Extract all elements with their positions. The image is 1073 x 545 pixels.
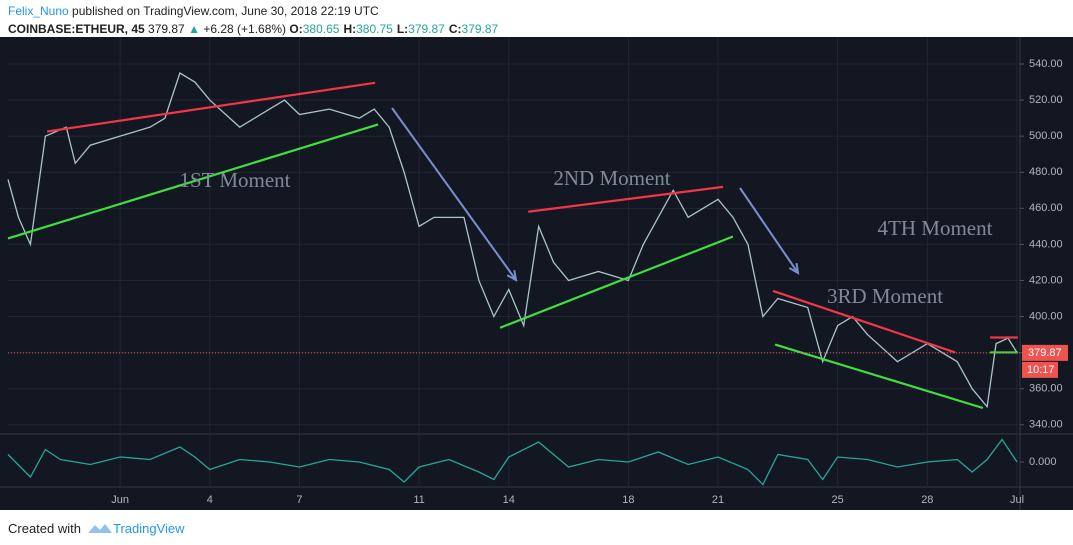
ohlc-label: C: <box>448 22 462 36</box>
symbol: COINBASE:ETHEUR, 45 <box>8 22 145 36</box>
annotation: 3RD Moment <box>827 284 943 308</box>
y-tick-label: 480.00 <box>1029 166 1063 178</box>
x-tick-label: 7 <box>296 494 302 506</box>
x-tick-label: Jun <box>111 494 129 506</box>
trendline <box>774 343 984 410</box>
ohlc-label: H: <box>343 22 357 36</box>
x-tick-label: Jul <box>1010 494 1024 506</box>
trendline <box>528 185 724 213</box>
last: 379.87 <box>148 22 185 36</box>
logo <box>87 524 112 533</box>
created: Created with <box>8 521 81 536</box>
ohlc-value: 380.75 <box>356 22 393 36</box>
x-tick-label: 14 <box>503 494 515 506</box>
y-tick-label: 360.00 <box>1029 383 1063 395</box>
y-tick-label: 440.00 <box>1029 238 1063 250</box>
published: published on TradingView.com, June 30, 2… <box>72 4 379 18</box>
arrow <box>739 187 799 274</box>
publish-line: Felix_Nuno published on TradingView.com,… <box>8 2 502 20</box>
x-tick-label: 4 <box>207 494 213 506</box>
ohlc-value: 379.87 <box>461 22 499 36</box>
ohlc-label: L: <box>396 22 409 36</box>
arrow: ▲ <box>188 22 200 36</box>
countdown-box <box>1022 361 1058 378</box>
header: Felix_Nuno published on TradingView.com,… <box>8 2 502 38</box>
x-tick-label: 25 <box>832 494 844 506</box>
arrow-head <box>506 269 518 282</box>
trendline <box>772 289 956 354</box>
price-line <box>7 72 1018 409</box>
x-tick-label: 18 <box>622 494 634 506</box>
footer: Created with TradingView <box>8 519 185 536</box>
author[interactable]: Felix_Nuno <box>8 4 69 18</box>
x-tick-label: 21 <box>712 494 724 506</box>
ohlc: O:380.65 H:380.75 L:379.87 C:379.87 <box>289 22 502 36</box>
y-tick-label: 460.00 <box>1029 202 1063 214</box>
y-tick-label: 340.00 <box>1029 419 1063 431</box>
brand[interactable]: TradingView <box>112 521 185 536</box>
background <box>0 37 1073 510</box>
x-tick-label: 28 <box>921 494 933 506</box>
price-line <box>7 438 1018 486</box>
arrow <box>391 107 517 281</box>
arrow-head <box>788 262 800 275</box>
trendline <box>499 235 734 329</box>
y-tick-label: 500.00 <box>1029 130 1063 142</box>
trendline <box>47 81 376 133</box>
y-tick-label: 540.00 <box>1029 58 1063 70</box>
annotation: 2ND Moment <box>553 166 670 190</box>
last-price-label: 379.87 <box>1028 347 1062 359</box>
annotation: 4TH Moment <box>878 216 993 240</box>
last-price-box <box>1022 344 1068 361</box>
y-tick-label: 520.00 <box>1029 94 1063 106</box>
ohlc-value: 379.87 <box>408 22 445 36</box>
chart: 340.00360.00380.00400.00420.00440.00460.… <box>0 37 1073 510</box>
y-tick-label: 0.000 <box>1029 456 1057 468</box>
quote-line: COINBASE:ETHEUR, 45 379.87 ▲ +6.28 (+1.6… <box>8 20 502 38</box>
y-tick-label: 400.00 <box>1029 310 1063 322</box>
x-tick-label: 11 <box>413 494 424 506</box>
ohlc-label: O: <box>289 22 303 36</box>
annotation: 1ST Moment <box>179 168 290 192</box>
change: +6.28 (+1.68%) <box>203 22 287 36</box>
y-tick-label: 420.00 <box>1029 274 1063 286</box>
ohlc-value: 380.65 <box>302 22 340 36</box>
countdown: 10:17 <box>1027 364 1055 376</box>
trendline <box>7 123 379 240</box>
